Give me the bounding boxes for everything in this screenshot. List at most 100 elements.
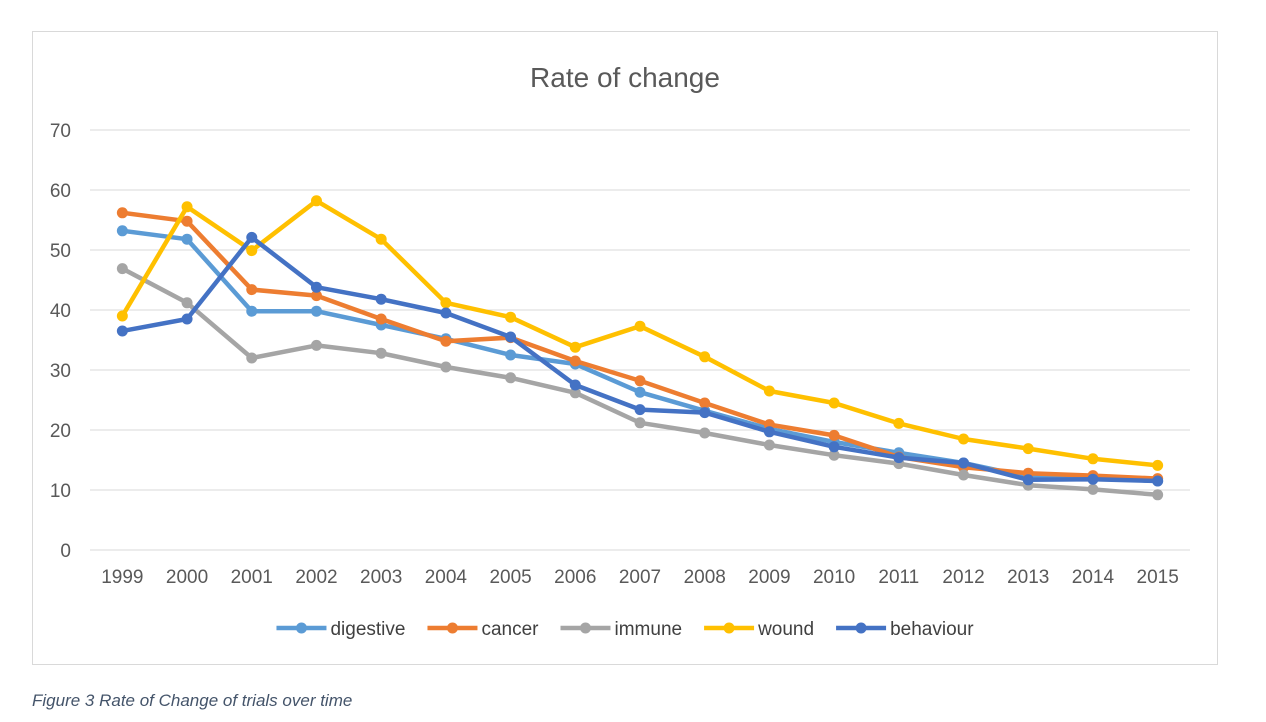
data-point-cancer	[375, 313, 387, 325]
data-point-immune	[310, 339, 322, 351]
data-point-behaviour	[828, 441, 840, 453]
data-point-cancer	[634, 375, 646, 387]
data-point-behaviour	[181, 313, 193, 325]
series-cancer	[116, 207, 1164, 485]
line-chart: Rate of change 0 10 20 30 40 50 60 70 1999 2000 2…	[50, 62, 1190, 640]
x-tick-label: 2009	[748, 567, 790, 588]
data-point-behaviour	[569, 379, 581, 391]
data-point-wound	[699, 351, 711, 363]
data-point-digestive	[181, 233, 193, 245]
y-tick-label: 60	[50, 181, 71, 202]
legend-swatch-marker	[580, 622, 591, 634]
x-tick-label: 2005	[489, 567, 531, 588]
data-point-wound	[569, 341, 581, 353]
series-line-cancer	[120, 210, 1160, 481]
figure-caption: Figure 3 Rate of Change of trials over t…	[32, 691, 353, 710]
y-tick-label: 30	[50, 361, 71, 382]
data-point-digestive	[310, 305, 322, 317]
x-tick-label: 2001	[231, 567, 273, 588]
y-tick-label: 20	[50, 421, 71, 442]
data-point-cancer	[310, 290, 322, 302]
x-tick-label: 2002	[295, 567, 337, 588]
legend-label: cancer	[481, 619, 539, 640]
x-tick-label: 2013	[1007, 567, 1049, 588]
x-tick-label: 2010	[813, 567, 855, 588]
data-point-wound	[828, 397, 840, 409]
data-point-wound	[1022, 443, 1034, 455]
legend-item-behaviour: behaviour	[836, 619, 974, 640]
data-point-wound	[634, 320, 646, 332]
legend-item-cancer: cancer	[427, 619, 539, 640]
data-point-immune	[958, 469, 970, 481]
x-tick-label: 2000	[166, 567, 208, 588]
legend-item-immune: immune	[560, 619, 683, 640]
legend-swatch-marker	[855, 622, 867, 634]
data-point-immune	[181, 297, 193, 309]
data-point-behaviour	[1087, 473, 1099, 485]
legend-swatch-marker	[446, 622, 458, 634]
x-tick-label: 2007	[619, 567, 661, 588]
x-tick-label: 2015	[1137, 567, 1179, 588]
data-point-digestive	[246, 305, 258, 317]
chart-frame: Rate of change 0 10 20 30 40 50 60 70 1999 2000 2…	[32, 31, 1218, 665]
legend-swatch-marker	[295, 622, 307, 634]
x-tick-label: 2008	[684, 567, 726, 588]
data-point-immune	[634, 417, 646, 429]
data-point-digestive	[505, 349, 517, 361]
data-point-behaviour	[634, 404, 646, 416]
data-point-behaviour	[699, 407, 711, 419]
series-lines	[116, 195, 1164, 501]
data-point-immune	[1152, 489, 1164, 501]
y-tick-label: 70	[50, 121, 71, 142]
y-tick-label: 0	[60, 541, 71, 562]
data-point-behaviour	[505, 331, 517, 343]
chart-title: Rate of change	[530, 62, 720, 93]
data-point-immune	[1087, 483, 1099, 495]
legend-label: immune	[615, 619, 683, 640]
data-point-wound	[1087, 453, 1099, 465]
data-point-behaviour	[1152, 475, 1164, 487]
data-point-immune	[375, 347, 387, 359]
data-point-immune	[699, 427, 711, 439]
data-point-behaviour	[893, 452, 905, 464]
x-tick-label: 2014	[1072, 567, 1115, 588]
data-point-wound	[958, 433, 970, 445]
x-tick-label: 1999	[101, 567, 143, 588]
y-tick-label: 10	[50, 481, 71, 502]
y-axis-ticks: 0 10 20 30 40 50 60 70	[50, 121, 71, 562]
data-point-cancer	[116, 207, 128, 219]
data-point-immune	[569, 387, 581, 399]
data-point-cancer	[440, 335, 452, 347]
series-behaviour	[116, 231, 1164, 487]
legend-item-wound: wound	[704, 619, 814, 640]
data-point-behaviour	[763, 426, 775, 438]
legend-label: behaviour	[890, 619, 974, 640]
data-point-wound	[310, 195, 322, 207]
data-point-cancer	[828, 429, 840, 441]
x-tick-label: 2012	[942, 567, 984, 588]
x-tick-label: 2003	[360, 567, 402, 588]
data-point-wound	[1152, 459, 1164, 471]
x-axis-ticks: 1999 2000 2001 2002 2003 2004 2005 2006 2007 2008…	[101, 567, 1179, 588]
legend-label: digestive	[330, 619, 405, 640]
data-point-wound	[893, 417, 905, 429]
legend-swatch-marker	[723, 622, 735, 634]
data-point-behaviour	[375, 293, 387, 305]
data-point-behaviour	[246, 231, 258, 243]
data-point-immune	[440, 361, 452, 373]
data-point-cancer	[181, 215, 193, 227]
y-tick-label: 40	[50, 301, 71, 322]
data-point-cancer	[569, 355, 581, 367]
data-point-immune	[763, 439, 775, 451]
data-point-wound	[246, 245, 258, 257]
data-point-behaviour	[116, 325, 128, 337]
data-point-wound	[375, 233, 387, 245]
data-point-immune	[246, 352, 258, 364]
data-point-wound	[440, 297, 452, 309]
data-point-behaviour	[440, 307, 452, 319]
data-point-wound	[116, 310, 128, 322]
data-point-immune	[116, 263, 128, 275]
data-point-digestive	[116, 225, 128, 237]
legend: digestive cancer immune wound behaviour	[276, 619, 974, 640]
data-point-behaviour	[1022, 474, 1034, 486]
